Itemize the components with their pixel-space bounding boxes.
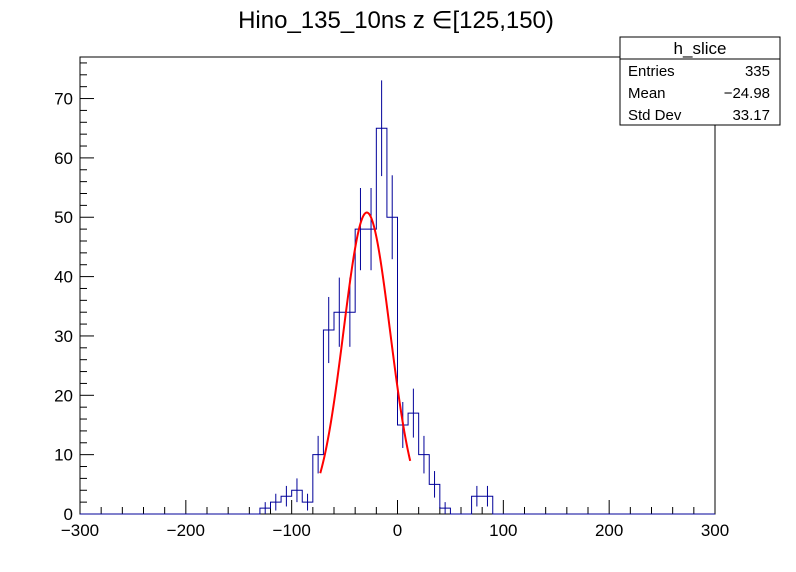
y-tick-label: 30 xyxy=(54,327,73,346)
stats-row-label: Entries xyxy=(628,63,675,80)
y-tick-labels: 0 10 20 30 40 50 60 70 xyxy=(54,90,73,524)
x-tick-label: 0 xyxy=(393,521,402,540)
y-tick-label: 20 xyxy=(54,386,73,405)
x-tick-label: 200 xyxy=(595,521,623,540)
y-tick-label: 50 xyxy=(54,208,73,227)
stats-row-value: 33.17 xyxy=(732,107,770,124)
x-tick-labels: −300 −200 −100 0 100 200 300 xyxy=(61,521,729,540)
chart-title: Hino_135_10ns z ∈[125,150) xyxy=(238,7,554,34)
error-bars xyxy=(264,80,488,514)
x-tick-label: −300 xyxy=(61,521,99,540)
histogram-bins xyxy=(80,127,715,515)
y-tick-label: 40 xyxy=(54,268,73,287)
stats-row-label: Std Dev xyxy=(628,107,682,124)
x-tick-label: 300 xyxy=(701,521,729,540)
x-tick-label: −200 xyxy=(167,521,205,540)
stats-row-value: −24.98 xyxy=(724,85,770,102)
stats-box: h_slice Entries 335 Mean −24.98 Std Dev 33.17 xyxy=(619,36,781,126)
y-tick-label: 0 xyxy=(64,505,73,524)
stats-row-value: 335 xyxy=(745,63,770,80)
stats-row-label: Mean xyxy=(628,85,666,102)
x-tick-label: −100 xyxy=(273,521,311,540)
stats-box-title: h_slice xyxy=(674,39,727,58)
x-tick-label: 100 xyxy=(489,521,517,540)
gaussian-fit-curve xyxy=(319,211,412,474)
stats-box-frame xyxy=(619,36,781,126)
histogram-outline xyxy=(80,127,715,515)
y-tick-label: 70 xyxy=(54,90,73,109)
y-tick-label: 10 xyxy=(54,446,73,465)
y-tick-label: 60 xyxy=(54,149,73,168)
